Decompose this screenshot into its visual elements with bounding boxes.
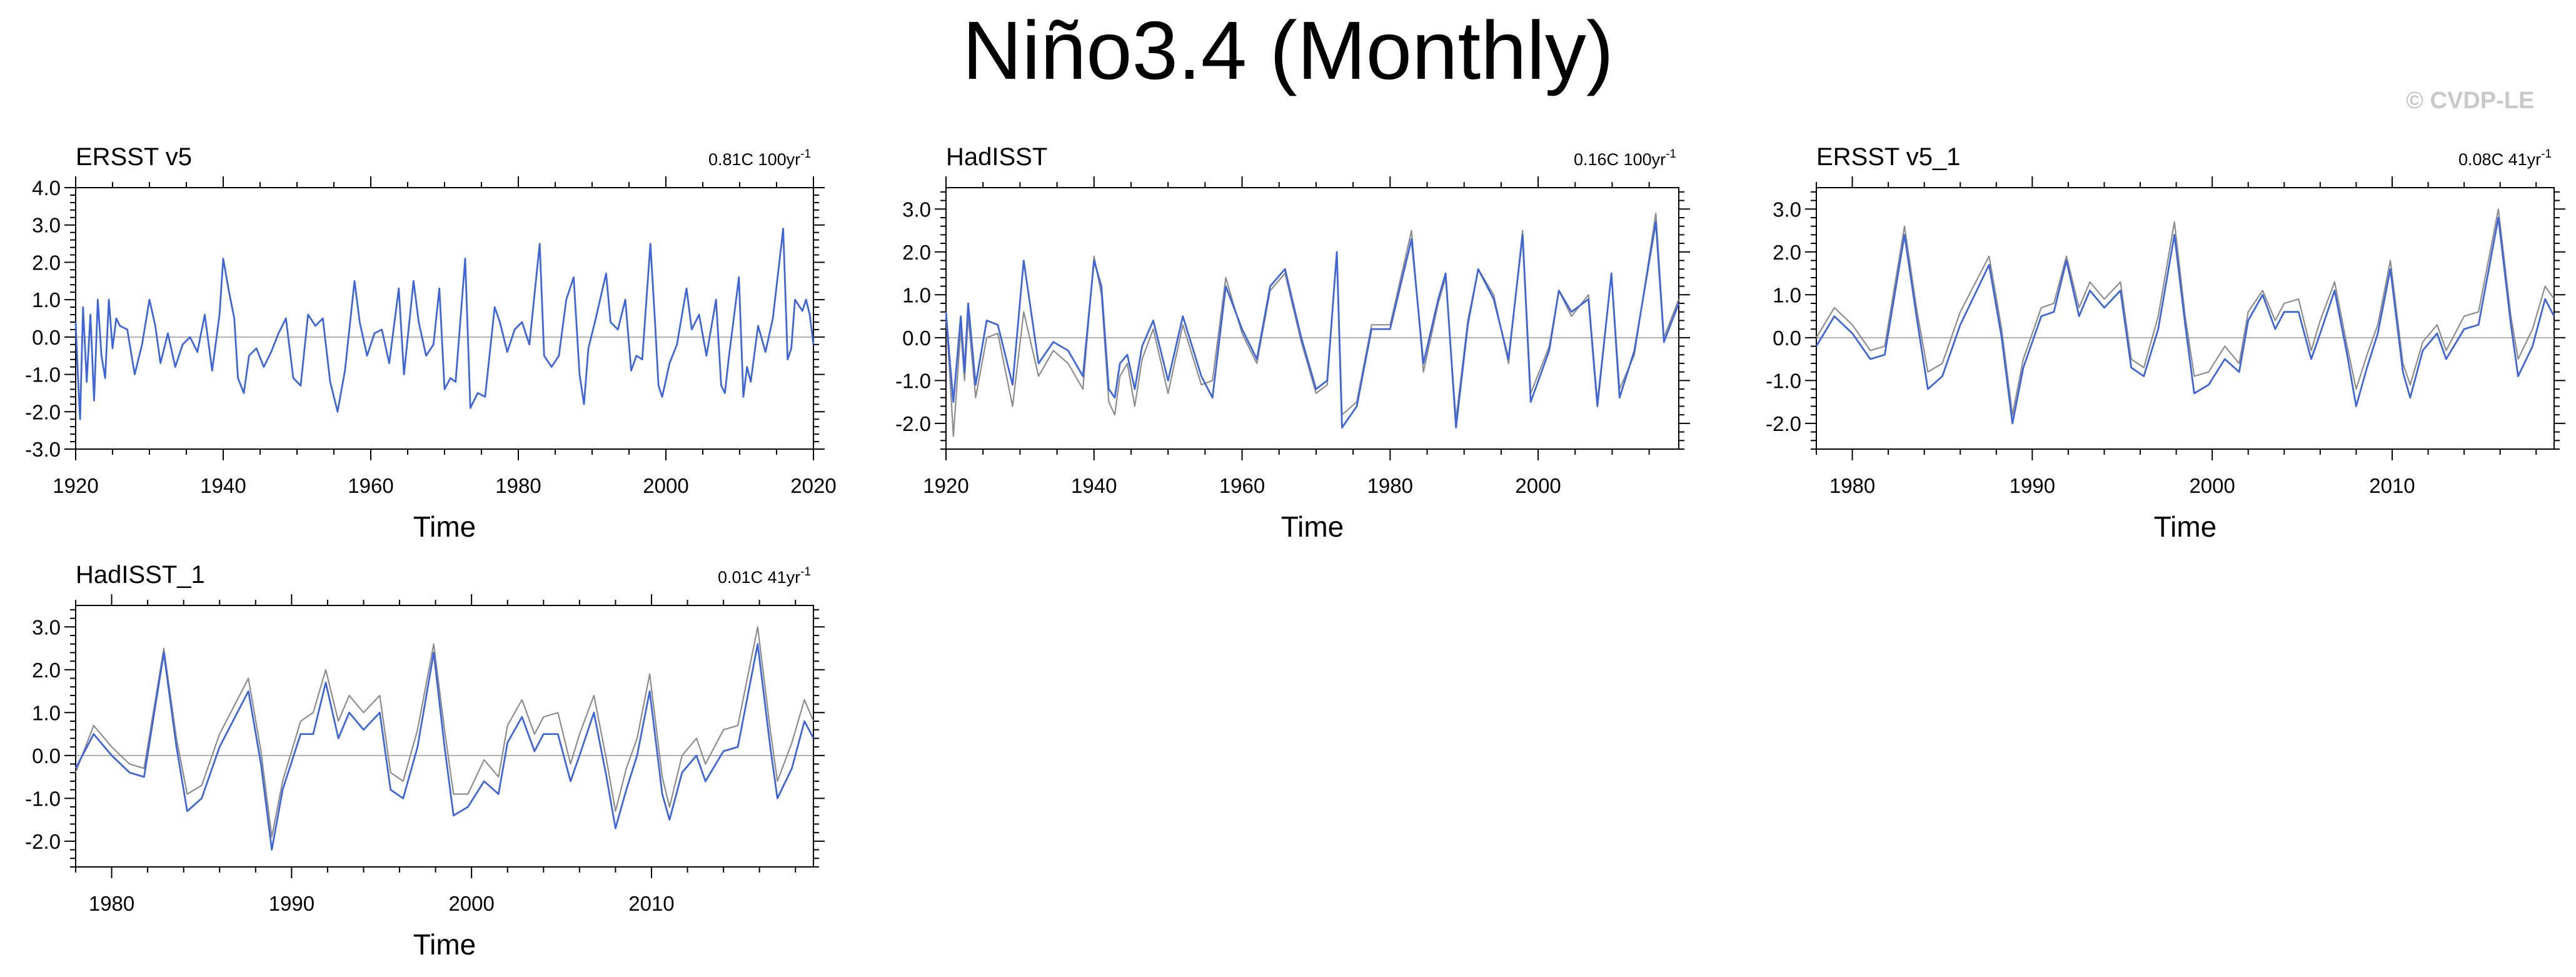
chart-panel-4: 3.0 2.0 1.0 0.0 -1.0 -2.0 1980 1990 2000 2010 HadI… (25, 561, 825, 961)
y-tick-label: 2.0 (902, 241, 931, 264)
y-tick-label: -1.0 (1766, 369, 1801, 392)
x-tick-label: 1980 (89, 892, 134, 915)
series-line-ref (945, 213, 1680, 437)
series-line-ref (74, 626, 815, 838)
series-line-ref (1816, 208, 2555, 416)
x-tick-label: 1980 (495, 474, 541, 497)
y-tick-label: 0.0 (902, 327, 931, 350)
x-tick-label: 1940 (1071, 474, 1117, 497)
y-tick-label: 3.0 (1773, 198, 1801, 221)
x-tick-label: 2000 (1515, 474, 1561, 497)
x-tick-label: 1980 (1367, 474, 1413, 497)
series-line-obs (945, 221, 1680, 429)
y-tick-label: 3.0 (902, 198, 931, 221)
plot-frame (75, 187, 814, 450)
x-tick-label: 1990 (269, 892, 314, 915)
y-tick-label: 1.0 (1773, 283, 1801, 306)
x-tick-label: 1940 (200, 474, 246, 497)
series-line-obs (74, 228, 815, 420)
y-tick-label: 3.0 (32, 615, 61, 639)
chart-title: HadISST_1 (76, 561, 205, 589)
page-title: Niño3.4 (Monthly) (962, 4, 1614, 96)
y-tick-label: 0.0 (32, 326, 61, 349)
y-tick-label: 1.0 (32, 701, 61, 724)
y-tick-label: -2.0 (25, 400, 61, 423)
trend-exponent: -1 (800, 565, 811, 579)
series-line-obs (1815, 216, 2555, 425)
x-tick-label: 1990 (2010, 474, 2055, 497)
y-tick-label: 0.0 (1773, 327, 1801, 350)
plot-frame (1816, 187, 2555, 450)
x-tick-label: 2000 (448, 892, 494, 915)
y-tick-label: -2.0 (1766, 412, 1801, 435)
x-tick-label: 1920 (53, 474, 98, 497)
x-tick-label: 2010 (2369, 474, 2415, 497)
x-axis-label: Time (2154, 510, 2217, 543)
x-axis-label: Time (1281, 510, 1344, 543)
x-tick-label: 2010 (628, 892, 674, 915)
y-tick-label: -2.0 (895, 412, 931, 435)
watermark: © CVDP-LE (2406, 88, 2535, 114)
trend-label: 0.81C 100yr-1 (708, 148, 811, 169)
trend-label: 0.16C 100yr-1 (1574, 148, 1676, 169)
y-tick-label: -2.0 (25, 830, 61, 853)
y-tick-label: 2.0 (32, 659, 61, 682)
x-tick-label: 1980 (1829, 474, 1875, 497)
y-tick-label: 1.0 (902, 283, 931, 306)
y-tick-label: -1.0 (895, 369, 931, 392)
trend-exponent: -1 (1666, 148, 1676, 161)
x-axis-label: Time (413, 510, 476, 543)
y-tick-label: 3.0 (32, 214, 61, 237)
chart-title: ERSST v5_1 (1816, 143, 1961, 171)
plot-frame (75, 605, 814, 868)
y-tick-label: -3.0 (25, 438, 61, 461)
trend-exponent: -1 (2541, 148, 2552, 161)
x-tick-label: 1960 (348, 474, 393, 497)
x-tick-label: 2000 (643, 474, 688, 497)
x-tick-label: 2000 (2189, 474, 2235, 497)
trend-exponent: -1 (800, 148, 811, 161)
y-tick-label: 0.0 (32, 744, 61, 767)
y-tick-label: 2.0 (1773, 241, 1801, 264)
y-tick-label: -1.0 (25, 363, 61, 387)
x-tick-label: 1960 (1219, 474, 1265, 497)
plot-frame (945, 187, 1679, 450)
chart-title: HadISST (946, 143, 1047, 171)
y-tick-label: 2.0 (32, 251, 61, 274)
x-tick-label: 2020 (790, 474, 836, 497)
trend-label: 0.08C 41yr-1 (2458, 148, 2552, 169)
series-line-obs (74, 643, 815, 851)
y-tick-label: 4.0 (32, 176, 61, 200)
chart-panel-1: 4.0 3.0 2.0 1.0 0.0 -1.0 -2.0 -3.0 1920 1940 1960 1… (25, 143, 837, 543)
x-tick-label: 1920 (923, 474, 969, 497)
x-axis-label: Time (413, 928, 476, 961)
chart-panel-2: 3.0 2.0 1.0 0.0 -1.0 -2.0 1920 1940 1960 1980 2000… (895, 143, 1690, 543)
y-tick-label: -1.0 (25, 787, 61, 810)
trend-label: 0.01C 41yr-1 (718, 565, 811, 587)
chart-title: ERSST v5 (76, 143, 192, 171)
y-tick-label: 1.0 (32, 288, 61, 311)
chart-panel-3: 3.0 2.0 1.0 0.0 -1.0 -2.0 1980 1990 2000 2010 ERSS… (1766, 143, 2565, 543)
